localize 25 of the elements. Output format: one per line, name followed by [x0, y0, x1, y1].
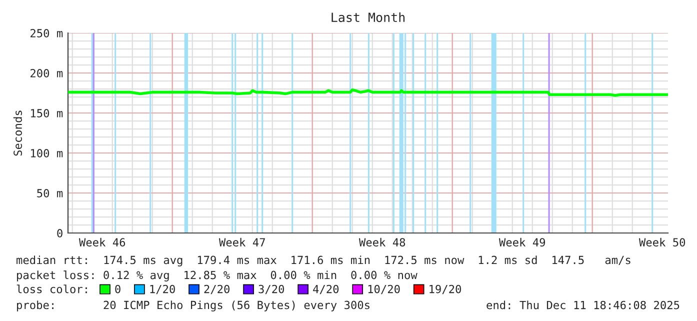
- text: end: Thu Dec 11 18:46:08 2025: [486, 300, 680, 310]
- text: median rtt: 174.5 ms avg 179.4 ms max 171.6 ms min 172.5 ms now 1.2 ms sd 147.5 am/s: [16, 256, 630, 266]
- x-tick-label: Week 46: [78, 238, 126, 247]
- legend-label: 3/20: [258, 284, 284, 294]
- legend-label: 10/20: [368, 284, 400, 294]
- y-tick-label: 100 m: [31, 149, 63, 158]
- y-tick-label: 0: [57, 229, 62, 238]
- legend-label: 1/20: [150, 284, 175, 294]
- legend-label: 2/20: [204, 284, 230, 294]
- legend-label: 0: [115, 284, 120, 294]
- text: packet loss: 0.12 % avg 12.85 % max 0.00 % min 0.00 % now: [17, 270, 418, 282]
- x-tick-label: Week 49: [498, 238, 546, 247]
- legend-title: loss color:: [16, 284, 87, 294]
- legend-label: 4/20: [313, 284, 339, 294]
- y-tick-label: 200 m: [30, 69, 63, 78]
- y-tick-label: 150 m: [31, 109, 63, 118]
- chart-title: Last Month: [332, 12, 405, 22]
- y-axis-title: Seconds: [13, 110, 22, 156]
- x-tick-label: Week 48: [358, 238, 406, 247]
- y-tick-label: 250 m: [30, 29, 63, 38]
- y-tick-label: 50 m: [37, 189, 63, 198]
- text: probe: 20 ICMP Echo Pings (56 Bytes) every 300s: [17, 300, 370, 312]
- x-tick-label: Week 47: [218, 238, 265, 247]
- x-tick-label: Week 50: [638, 238, 686, 247]
- legend-label: 19/20: [430, 284, 461, 294]
